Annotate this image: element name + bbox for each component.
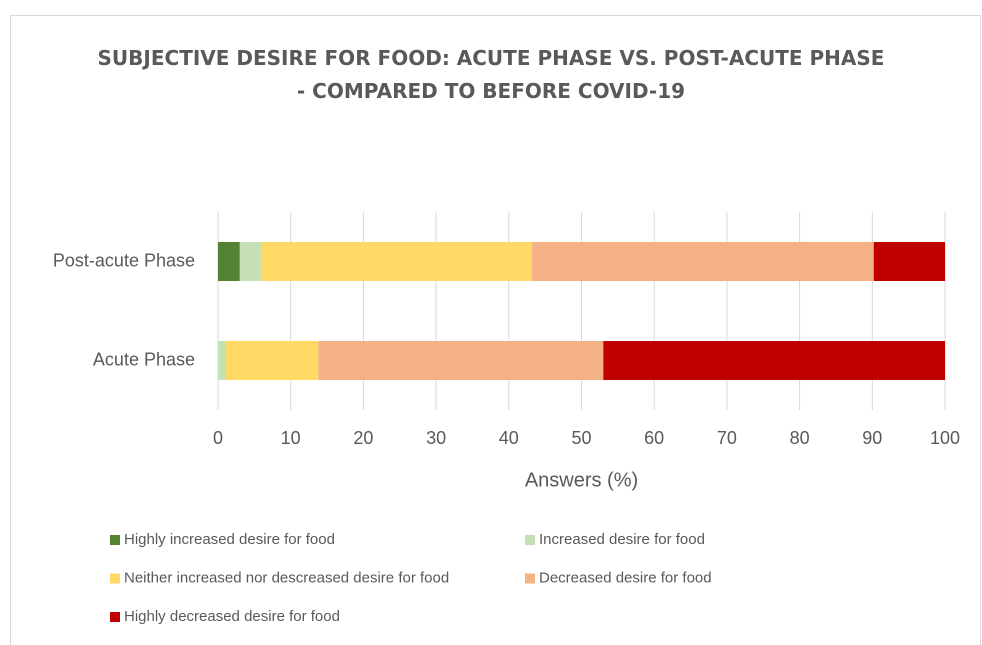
- bar-segment: [218, 242, 240, 281]
- y-tick-label: Post-acute Phase: [53, 250, 195, 270]
- legend-label: Highly increased desire for food: [124, 531, 335, 548]
- legend-label: Decreased desire for food: [539, 569, 712, 586]
- bar-segment: [532, 242, 874, 281]
- legend-swatch: [525, 535, 535, 545]
- legend-swatch: [525, 573, 535, 584]
- x-axis-label: Answers (%): [525, 469, 638, 491]
- legend-swatch: [110, 535, 120, 545]
- bar-segment: [873, 242, 945, 281]
- x-tick-label: 90: [862, 428, 882, 448]
- x-tick-label: 60: [644, 428, 664, 448]
- x-tick-label: 100: [930, 428, 960, 448]
- title-line: SUBJECTIVE DESIRE FOR FOOD: ACUTE PHASE …: [97, 46, 885, 70]
- x-tick-label: 40: [499, 428, 519, 448]
- x-tick-label: 10: [281, 428, 301, 448]
- bar-segment: [261, 242, 533, 281]
- bar-segment: [239, 242, 262, 281]
- x-tick-label: 50: [571, 428, 591, 448]
- x-tick-label: 80: [790, 428, 810, 448]
- title-line: - COMPARED TO BEFORE COVID-19: [296, 79, 686, 103]
- legend-swatch: [110, 612, 120, 622]
- x-tick-label: 0: [213, 428, 223, 448]
- legend-label: Highly decreased desire for food: [124, 608, 340, 625]
- bar-segment: [225, 341, 319, 380]
- legend-label: Neither increased nor descreased desire …: [124, 569, 449, 586]
- x-tick-label: 30: [426, 428, 446, 448]
- chart-title: SUBJECTIVE DESIRE FOR FOOD: ACUTE PHASE …: [91, 42, 891, 108]
- chart-border: [10, 15, 981, 645]
- x-tick-label: 20: [353, 428, 373, 448]
- legend-label: Increased desire for food: [539, 531, 705, 548]
- y-tick-label: Acute Phase: [93, 349, 195, 369]
- bar-segment: [318, 341, 604, 380]
- x-tick-label: 70: [717, 428, 737, 448]
- bar-segment: [603, 341, 945, 380]
- legend-swatch: [110, 573, 120, 584]
- bar-segment: [218, 341, 226, 380]
